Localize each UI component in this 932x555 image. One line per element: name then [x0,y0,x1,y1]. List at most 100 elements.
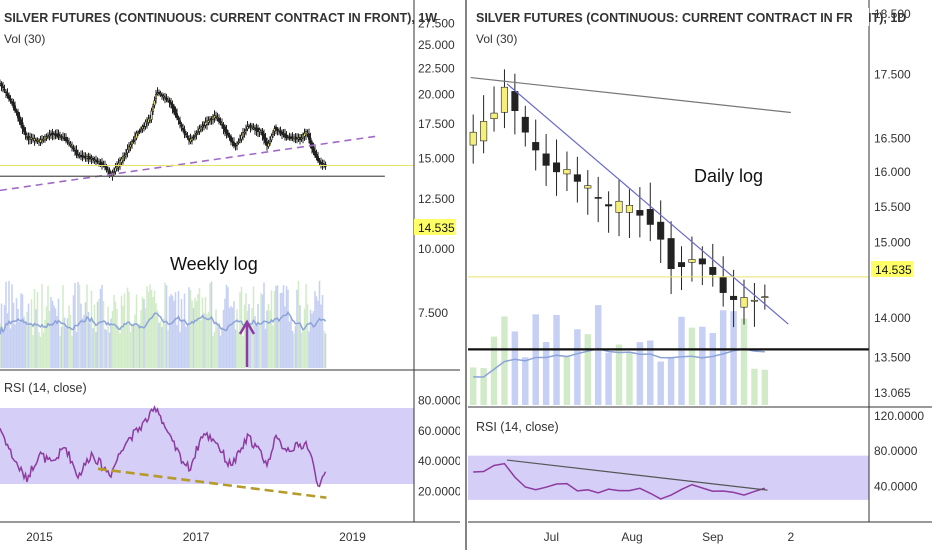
volume-bar [111,310,114,368]
volume-bar [297,280,300,368]
volume-bar [270,290,273,368]
rsi-tick-label: 80.0000 [874,444,918,458]
candle-body [67,142,71,144]
candle-body [1,86,5,89]
volume-bar [146,286,148,368]
candle-body [175,113,179,118]
volume-bar [308,331,310,368]
volume-bar [92,328,94,368]
candle-body [274,126,278,131]
volume-bar [101,284,103,368]
candle-body [532,142,540,151]
candle-body [229,136,233,142]
volume-bar [62,285,64,368]
price-tick-label: 13.065 [874,386,911,400]
volume-bar [293,333,295,368]
volume-bar [42,332,45,368]
volume-bar [102,301,105,368]
volume-bar [185,326,187,368]
candle-body [657,221,665,240]
volume-bar [0,323,1,368]
candle-body [174,109,177,116]
volume-bar [9,328,12,368]
candle-body [46,135,50,138]
volume-bar [287,289,289,368]
volume-bar [126,287,129,368]
volume-bar [584,334,592,405]
candle-body [205,120,209,125]
candle-body [226,132,230,136]
rsi-line [473,462,766,500]
volume-bar [249,323,252,368]
volume-bar [131,323,133,368]
volume-bar [155,303,157,368]
candle-body [3,88,6,91]
candle-body [235,143,239,146]
volume-bar [83,314,85,368]
volume-bar [110,318,112,368]
volume-bar [709,333,716,405]
volume-bar [96,301,99,368]
volume-bar [69,314,72,368]
time-tick-label: Sep [702,530,724,544]
volume-bar [740,318,748,405]
volume-bar [170,294,172,368]
candle-body [232,142,236,147]
candle-body [177,117,180,120]
candle-body [180,124,183,127]
volume-bar [225,284,228,368]
volume-bar [667,356,675,405]
volume-bar [213,331,216,368]
volume-bar [290,317,292,368]
candle-body [646,209,654,225]
volume-bar [311,313,313,368]
volume-bar [35,309,37,368]
volume-bar [105,330,108,368]
rsi-label: RSI (14, close) [476,420,559,434]
volume-ma-line [0,310,327,335]
volume-bar [273,290,276,368]
volume-bar [12,302,15,368]
volume-bar [303,308,306,368]
candle-body [124,153,128,156]
candle-body [24,131,27,136]
rsi-trendline [506,459,768,491]
volume-bar [272,325,274,368]
volume-bar [156,310,159,368]
volume-bar [267,303,270,368]
volume-bar [36,291,39,368]
volume-bar [300,332,303,368]
candle-body [521,116,529,133]
volume-bar [216,323,219,368]
volume-bar [168,296,171,368]
volume-bar [657,361,664,405]
volume-bar [21,294,24,368]
volume-bar [114,302,117,368]
volume-bar [47,285,49,368]
candle-body [136,132,140,135]
volume-bar [553,314,560,405]
candle-body [270,135,273,141]
volume-bar [222,309,225,368]
candle-body [312,147,315,153]
volume-bar [179,331,181,368]
volume-bar [228,307,231,368]
volume-bar [177,290,180,368]
price-candles [469,69,769,328]
volume-bar [761,369,769,405]
volume-bar [30,299,33,368]
candle-body [246,126,249,130]
volume-bar [26,311,28,368]
candle-body [500,86,508,113]
volume-bar [242,336,244,368]
price-tick-label: 12.500 [418,192,455,206]
candle-body [237,141,240,144]
volume-bar [302,329,304,368]
rsi-axis: 120.0000 80.0000 40.0000 [874,409,924,494]
volume-bar [315,296,318,368]
volume-bar [23,316,25,368]
chart-title: SILVER FUTURES (CONTINUOUS: CURRENT CONT… [4,11,437,25]
volume-bar [8,280,10,368]
candle-body [129,144,132,148]
volume-bar [80,303,82,368]
